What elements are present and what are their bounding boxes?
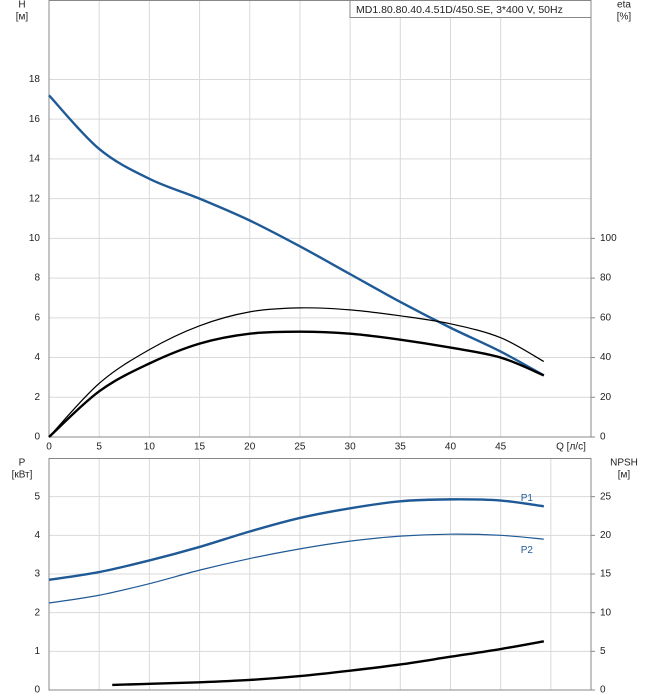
y-tick-label: 18 <box>29 74 41 85</box>
y2-tick-label: 20 <box>600 392 612 403</box>
curve <box>48 94 545 377</box>
y2-tick-label: 80 <box>600 273 612 284</box>
y2-tick-label: 100 <box>600 233 617 244</box>
y2-axis-label: [%] <box>617 12 632 23</box>
x-tick-label: 0 <box>46 442 52 453</box>
y-axis-label: [м] <box>16 12 29 23</box>
y2-axis-label: [м] <box>618 470 631 481</box>
x-tick-label: 30 <box>345 442 357 453</box>
y-tick-label: 8 <box>34 273 40 284</box>
x-tick-label: 45 <box>495 442 507 453</box>
x-tick-label: 40 <box>445 442 457 453</box>
y-tick-label: 3 <box>34 569 40 580</box>
title-box <box>349 0 592 18</box>
curve <box>112 640 545 687</box>
y-axis-label: P <box>19 458 26 469</box>
x-axis-label: Q [л/с] <box>556 442 586 453</box>
plot-frame <box>48 0 592 438</box>
y2-tick-label: 60 <box>600 312 612 323</box>
y-tick-label: 16 <box>29 114 41 125</box>
x-tick-label: 25 <box>294 442 306 453</box>
y2-axis-label: eta <box>617 0 631 11</box>
y-tick-label: 5 <box>34 491 40 502</box>
x-tick-label: 10 <box>144 442 156 453</box>
y-tick-label: 2 <box>34 392 40 403</box>
y-tick-label: 1 <box>34 646 40 657</box>
x-tick-label: 20 <box>244 442 256 453</box>
y2-tick-label: 10 <box>600 607 612 618</box>
y2-tick-label: 0 <box>600 685 606 696</box>
x-tick-label: 15 <box>194 442 206 453</box>
curve <box>48 330 545 438</box>
y2-tick-label: 0 <box>600 432 606 443</box>
y2-tick-label: 25 <box>600 491 612 502</box>
y2-axis-label: NPSH <box>610 458 638 469</box>
curve <box>48 533 544 604</box>
y2-tick-label: 5 <box>600 646 606 657</box>
y2-tick-label: 20 <box>600 530 612 541</box>
y-tick-label: 0 <box>34 432 40 443</box>
y-tick-label: 12 <box>29 193 41 204</box>
y-tick-label: 10 <box>29 233 41 244</box>
x-tick-label: 5 <box>96 442 102 453</box>
y-axis-label: [кВт] <box>12 470 33 481</box>
y-tick-label: 6 <box>34 312 40 323</box>
curve-label: P1 <box>521 493 534 504</box>
y-tick-label: 14 <box>29 154 41 165</box>
chart-title: MD1.80.80.40.4.51D/450.SE, 3*400 V, 50Hz <box>356 4 563 16</box>
curve-label: P2 <box>521 545 534 556</box>
y2-tick-label: 40 <box>600 352 612 363</box>
y-tick-label: 4 <box>34 352 40 363</box>
curve <box>48 498 544 581</box>
plot-frame <box>48 458 592 691</box>
y-tick-label: 2 <box>34 607 40 618</box>
y2-tick-label: 15 <box>600 569 612 580</box>
x-tick-label: 35 <box>395 442 407 453</box>
y-tick-label: 4 <box>34 530 40 541</box>
curve <box>48 307 545 438</box>
y-axis-label: H <box>18 0 25 11</box>
y-tick-label: 0 <box>34 685 40 696</box>
